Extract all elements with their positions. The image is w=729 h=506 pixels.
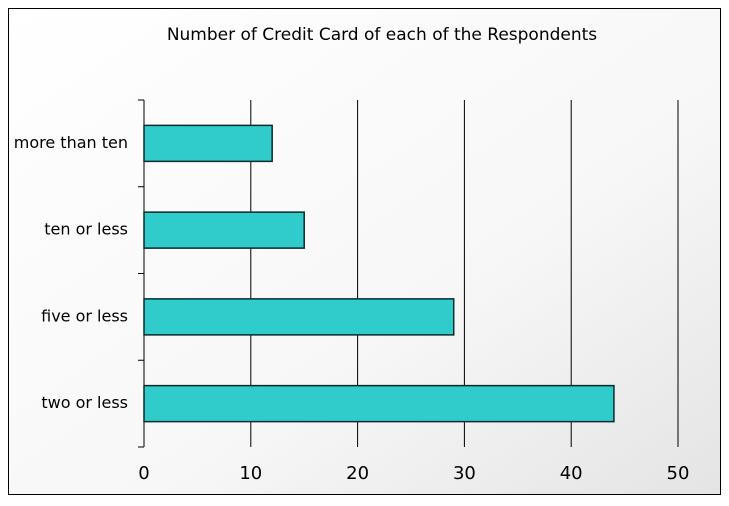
bar <box>143 211 305 249</box>
y-tick-label: ten or less <box>44 220 128 239</box>
chart-title: Number of Credit Card of each of the Res… <box>167 25 597 45</box>
y-tick-label: five or less <box>41 306 128 325</box>
x-tick-label: 20 <box>346 463 369 484</box>
x-tick-label: 10 <box>239 463 262 484</box>
bar <box>143 124 273 163</box>
bar <box>143 384 615 423</box>
y-tick-label: more than ten <box>14 133 128 152</box>
bar <box>143 298 455 336</box>
y-tick-label: two or less <box>41 393 128 412</box>
x-tick-label: 0 <box>138 463 149 484</box>
x-tick-label: 30 <box>453 463 476 484</box>
x-tick-label: 50 <box>667 463 690 484</box>
x-tick-label: 40 <box>560 463 583 484</box>
